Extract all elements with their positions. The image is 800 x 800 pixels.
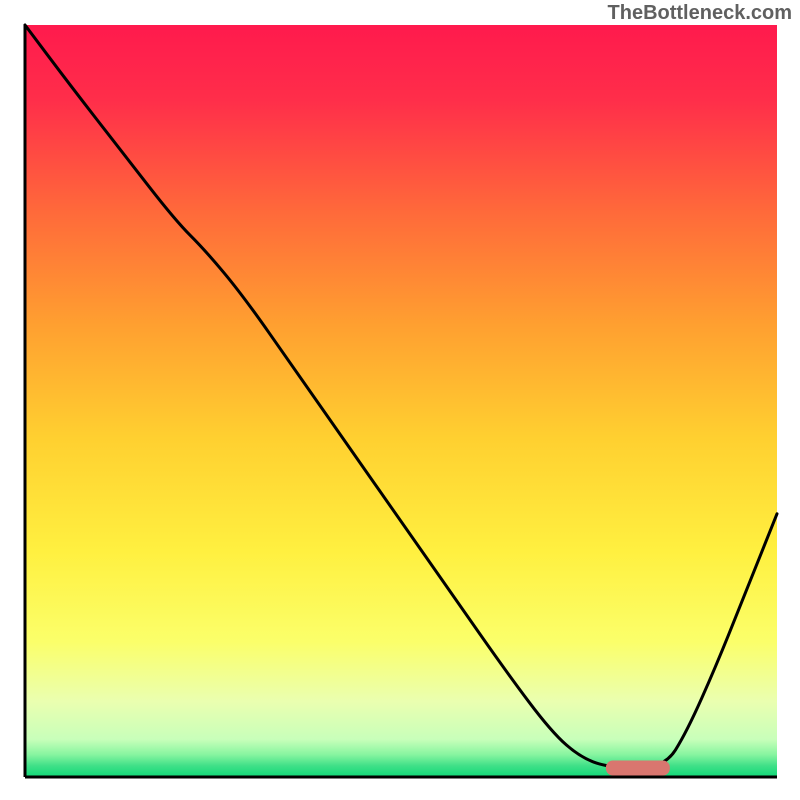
- optimal-marker: [606, 760, 670, 775]
- watermark-label: TheBottleneck.com: [608, 2, 792, 25]
- chart-canvas: [0, 0, 800, 800]
- plot-background: [25, 25, 777, 777]
- bottleneck-chart: TheBottleneck.com: [0, 0, 800, 800]
